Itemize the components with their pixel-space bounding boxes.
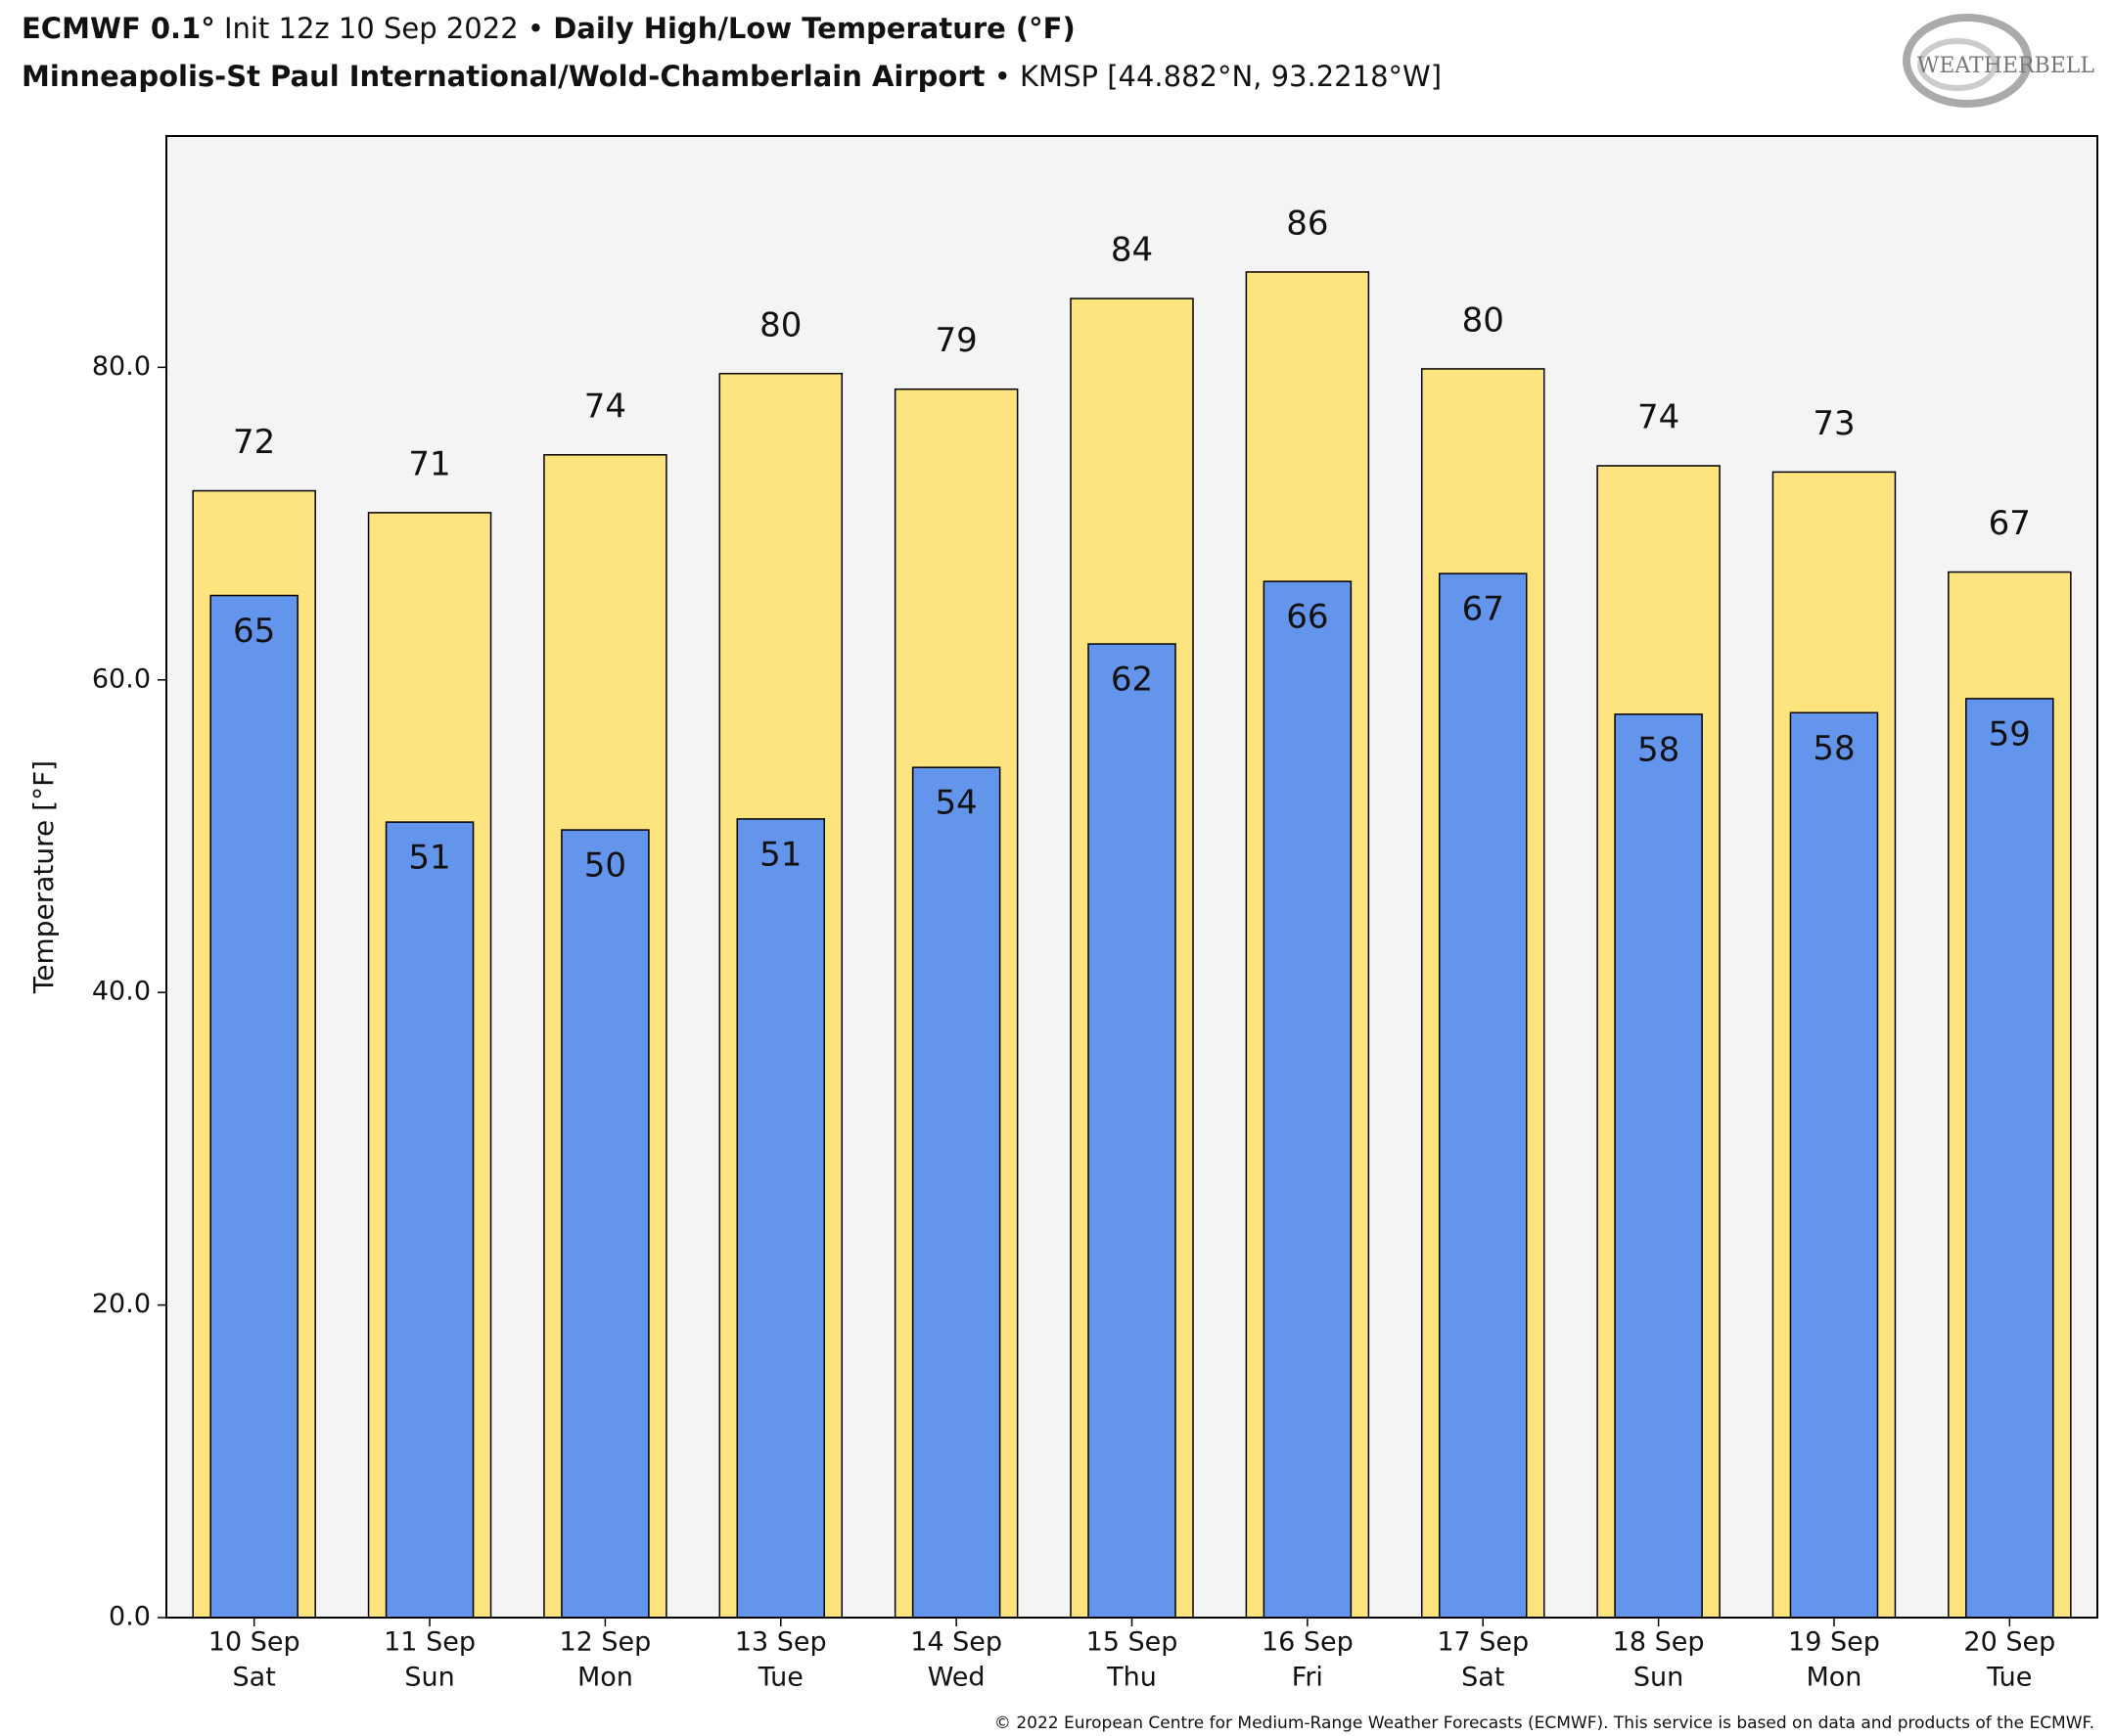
x-tick-label: 18 Sep — [1613, 1627, 1705, 1658]
chart-title: ECMWF 0.1° Init 12z 10 Sep 2022 • Daily … — [22, 12, 1076, 45]
x-tick-weekday: Mon — [577, 1663, 633, 1693]
value-label: 66 — [1286, 598, 1328, 637]
y-tick-label: 40.0 — [92, 977, 151, 1007]
bar — [1965, 698, 2054, 1619]
y-tick-label: 80.0 — [92, 351, 151, 382]
x-tick-weekday: Sat — [1461, 1663, 1504, 1693]
bar — [1614, 713, 1703, 1619]
x-tick-weekday: Sun — [1633, 1663, 1683, 1693]
value-label: 59 — [1989, 714, 2031, 754]
value-label: 79 — [936, 321, 978, 360]
x-tick-weekday: Thu — [1106, 1663, 1157, 1693]
logo-swirl — [1917, 38, 1998, 91]
y-tick-label: 20.0 — [92, 1289, 151, 1319]
x-tick-label: 19 Sep — [1788, 1627, 1880, 1658]
x-tick-weekday: Tue — [758, 1663, 804, 1693]
title-part: Daily High/Low Temperature (°F) — [553, 12, 1076, 45]
subtitle-part: Minneapolis-St Paul International/Wold-C… — [22, 60, 986, 93]
bar — [911, 766, 1001, 1619]
value-label: 58 — [1637, 730, 1679, 769]
x-tick-weekday: Tue — [1986, 1663, 2032, 1693]
value-label: 74 — [584, 387, 626, 426]
value-label: 65 — [233, 612, 275, 651]
value-label: 71 — [408, 444, 450, 483]
value-label: 73 — [1813, 404, 1855, 443]
plot-frame — [165, 135, 2098, 1619]
y-tick-label: 0.0 — [109, 1602, 151, 1632]
value-label: 86 — [1286, 204, 1328, 243]
bar — [1789, 711, 1879, 1619]
logo-swirl — [1903, 14, 2032, 108]
value-label: 74 — [1637, 397, 1679, 436]
logo-text: WEATHERBELL — [1917, 54, 2095, 78]
value-label: 80 — [1462, 300, 1504, 340]
x-tick-label: 13 Sep — [735, 1627, 827, 1658]
y-tick-label: 60.0 — [92, 663, 151, 694]
title-part: ECMWF 0.1° — [22, 12, 215, 45]
value-label: 62 — [1111, 661, 1153, 700]
bar — [736, 818, 826, 1619]
footer: © 2022 European Centre for Medium-Range … — [994, 1713, 2094, 1733]
value-label: 80 — [759, 305, 802, 344]
bar — [1087, 643, 1176, 1619]
logo: WEATHERBELL — [1903, 14, 2095, 108]
value-label: 50 — [584, 846, 626, 886]
bar — [385, 821, 475, 1619]
value-label: 51 — [408, 839, 450, 878]
value-label: 54 — [936, 784, 978, 823]
x-tick-label: 16 Sep — [1262, 1627, 1354, 1658]
x-tick-label: 10 Sep — [208, 1627, 300, 1658]
chart-subtitle: Minneapolis-St Paul International/Wold-C… — [22, 60, 1442, 93]
subtitle-part: • KMSP [44.882°N, 93.2218°W] — [994, 60, 1442, 93]
y-axis-label: Temperature [°F] — [27, 760, 60, 994]
bar — [1438, 572, 1528, 1619]
x-tick-weekday: Fri — [1292, 1663, 1323, 1693]
x-tick-label: 11 Sep — [384, 1627, 476, 1658]
x-tick-label: 15 Sep — [1086, 1627, 1178, 1658]
x-tick-weekday: Wed — [928, 1663, 986, 1693]
bar — [209, 594, 299, 1619]
bar — [1263, 580, 1353, 1619]
value-label: 72 — [233, 423, 275, 462]
value-label: 67 — [1989, 504, 2031, 543]
x-tick-label: 20 Sep — [1963, 1627, 2055, 1658]
x-tick-weekday: Mon — [1806, 1663, 1861, 1693]
x-tick-label: 12 Sep — [559, 1627, 651, 1658]
value-label: 51 — [759, 835, 802, 874]
x-tick-weekday: Sat — [233, 1663, 276, 1693]
x-tick-label: 14 Sep — [910, 1627, 1002, 1658]
value-label: 67 — [1462, 590, 1504, 629]
value-label: 84 — [1111, 231, 1153, 270]
value-label: 58 — [1813, 729, 1855, 768]
bar — [561, 829, 650, 1619]
x-tick-label: 17 Sep — [1437, 1627, 1529, 1658]
title-part: Init 12z 10 Sep 2022 • — [224, 12, 544, 45]
x-tick-weekday: Sun — [404, 1663, 454, 1693]
